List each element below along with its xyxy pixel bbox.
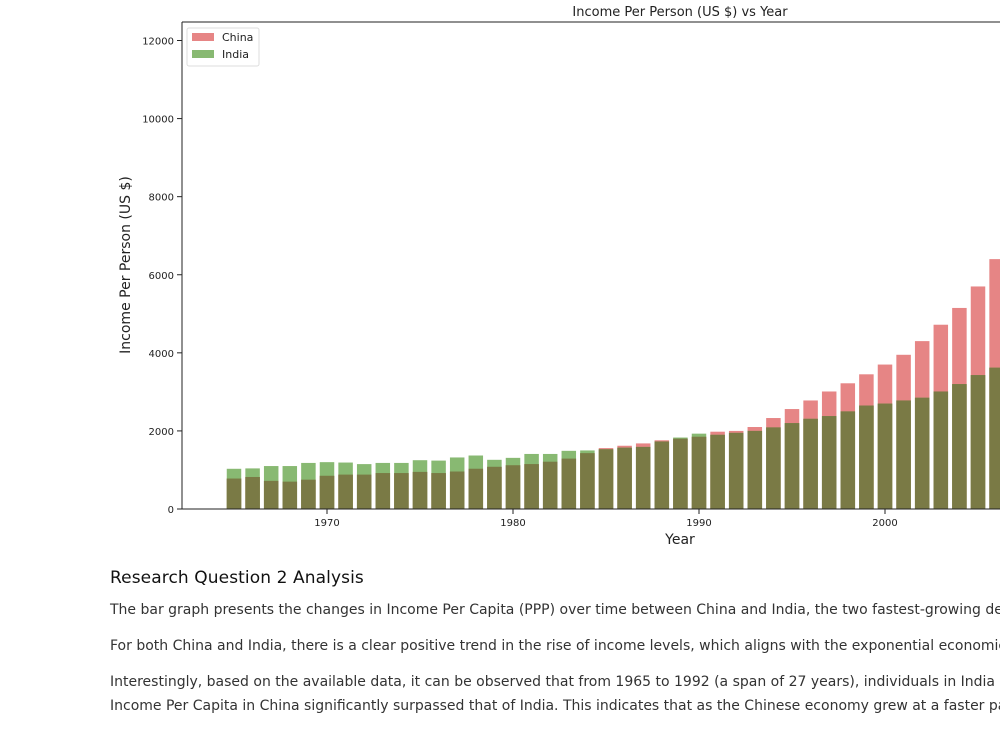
x-axis-label: Year xyxy=(664,532,695,548)
bar-overlap-1990 xyxy=(691,436,707,509)
ticks: 0 2000 4000 6000 8000 10000 12000 1970 1980 1990 2… xyxy=(142,37,898,530)
bar-overlap-1982 xyxy=(542,461,558,509)
y-axis-label: Income Per Person (US $) xyxy=(118,176,134,354)
legend-swatch-china xyxy=(192,33,214,41)
bar-overlap-1994 xyxy=(766,427,781,509)
analysis-heading: Research Question 2 Analysis xyxy=(110,568,364,588)
y-tick-label-8000: 8000 xyxy=(149,193,174,204)
bar-overlap-2005 xyxy=(970,375,986,509)
legend: China India xyxy=(186,27,260,67)
y-tick-label-0: 0 xyxy=(168,505,174,516)
bar-overlap-1989 xyxy=(673,438,688,509)
bar-overlap-1992 xyxy=(728,432,744,509)
x-tick-label-1970: 1970 xyxy=(314,518,339,529)
bar-overlap-1981 xyxy=(524,464,539,509)
bar-overlap-1987 xyxy=(635,446,651,509)
legend-swatch-india xyxy=(192,50,214,58)
bar-overlap-1995 xyxy=(784,423,800,509)
bar-overlap-1977 xyxy=(449,471,465,509)
analysis-paragraph-3-line-1: Interestingly, based on the available da… xyxy=(110,674,1000,690)
analysis-paragraph-1: The bar graph presents the changes in In… xyxy=(110,602,1000,618)
bar-overlap-1972 xyxy=(356,474,372,509)
bar-overlap-1975 xyxy=(412,471,428,509)
bar-overlap-1970 xyxy=(319,475,335,509)
bar-overlap-1976 xyxy=(431,473,446,509)
bar-overlap-1984 xyxy=(580,453,595,509)
analysis-paragraph-3: Interestingly, based on the available da… xyxy=(110,670,1000,718)
bar-overlap-1998 xyxy=(840,411,856,509)
axes xyxy=(181,21,1000,510)
bar-overlap-1979 xyxy=(487,466,502,509)
analysis-paragraph-3-line-2: Income Per Capita in China significantly… xyxy=(110,698,1000,714)
bar-overlap-2002 xyxy=(914,397,930,509)
y-tick-label-6000: 6000 xyxy=(149,271,174,282)
x-tick-label-1990: 1990 xyxy=(686,518,711,529)
bar-overlap-1980 xyxy=(505,465,521,509)
legend-label-china: China xyxy=(222,31,253,44)
bar-overlap-1993 xyxy=(747,430,763,509)
bar-overlap-1991 xyxy=(710,434,725,509)
bar-overlap-1974 xyxy=(394,473,409,509)
bar-overlap-1969 xyxy=(301,479,316,509)
bar-overlap-1968 xyxy=(282,481,298,509)
bar-overlap-1978 xyxy=(468,468,484,509)
bar-overlap-1966 xyxy=(245,476,260,509)
bar-overlap-1988 xyxy=(654,441,670,509)
y-tick-label-10000: 10000 xyxy=(142,115,174,126)
bar-overlap-1985 xyxy=(598,449,614,509)
bar-overlap-2001 xyxy=(896,400,911,509)
bar-layer xyxy=(226,259,1000,509)
bar-overlap-1971 xyxy=(338,474,353,509)
x-tick-label-2000: 2000 xyxy=(872,518,897,529)
bar-overlap-1986 xyxy=(617,447,632,509)
analysis-section: Research Question 2 Analysis The bar gra… xyxy=(110,568,1000,730)
bar-overlap-1965 xyxy=(226,478,242,509)
income-bar-chart: Income Per Person (US $) vs Year 0 2000 40… xyxy=(118,5,1000,548)
bar-overlap-1983 xyxy=(561,458,577,509)
y-tick-label-12000: 12000 xyxy=(142,37,174,48)
x-tick-label-1980: 1980 xyxy=(500,518,525,529)
y-tick-label-2000: 2000 xyxy=(149,427,174,438)
bar-overlap-1999 xyxy=(859,405,874,509)
bar-overlap-2006 xyxy=(989,367,1000,509)
bar-overlap-1997 xyxy=(821,416,837,509)
legend-label-india: India xyxy=(222,48,249,61)
bar-overlap-1973 xyxy=(375,473,391,509)
bar-overlap-1996 xyxy=(803,418,818,509)
bar-overlap-1967 xyxy=(263,480,279,509)
bar-overlap-2004 xyxy=(952,384,967,509)
analysis-paragraph-2: For both China and India, there is a cle… xyxy=(110,638,1000,654)
bar-overlap-2003 xyxy=(933,391,949,509)
y-tick-label-4000: 4000 xyxy=(149,349,174,360)
bar-overlap-2000 xyxy=(877,403,893,509)
chart-title: Income Per Person (US $) vs Year xyxy=(572,5,788,20)
